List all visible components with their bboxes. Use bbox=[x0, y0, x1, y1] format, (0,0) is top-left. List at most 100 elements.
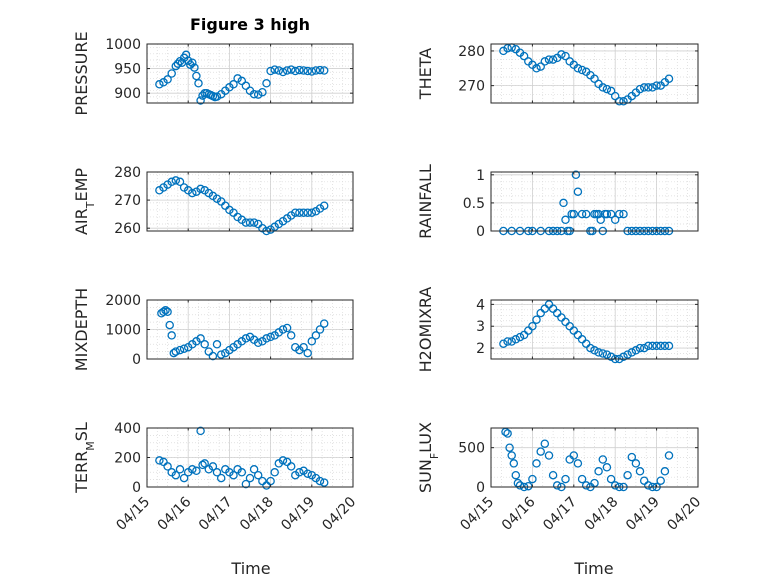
y-tick-label: 2000 bbox=[105, 293, 141, 309]
data-marker bbox=[635, 467, 645, 476]
data-marker bbox=[315, 204, 325, 213]
x-tick-label: 04/16 bbox=[155, 494, 195, 534]
data-marker bbox=[188, 465, 197, 474]
y-tick-label: 200 bbox=[114, 451, 141, 467]
data-marker bbox=[155, 80, 164, 89]
x-tick-label: 04/16 bbox=[499, 494, 539, 534]
y-axis-label: TERRMSL bbox=[72, 422, 97, 494]
data-marker bbox=[319, 478, 329, 487]
data-marker bbox=[192, 466, 201, 476]
data-marker bbox=[266, 66, 275, 76]
y-tick-label: 2 bbox=[476, 341, 485, 357]
chart-panel-rainfall: 0 0.5 1 RAINFALL bbox=[416, 164, 699, 240]
data-marker bbox=[175, 465, 185, 474]
data-marker bbox=[179, 473, 189, 483]
data-marker bbox=[196, 184, 205, 194]
data-marker bbox=[163, 307, 172, 317]
data-marker bbox=[171, 470, 181, 480]
data-marker bbox=[581, 339, 591, 348]
data-marker bbox=[532, 315, 541, 324]
y-tick-label: 1000 bbox=[105, 37, 141, 53]
data-marker bbox=[307, 67, 317, 76]
data-marker bbox=[311, 331, 321, 340]
data-marker bbox=[577, 474, 587, 484]
data-marker bbox=[656, 341, 665, 351]
y-axis-label: MIXDEPTH bbox=[72, 288, 91, 371]
data-marker bbox=[183, 56, 193, 65]
data-marker bbox=[548, 55, 558, 64]
chart-panel-mixdepth: 0 1000 2000 MIXDEPTH bbox=[72, 288, 354, 371]
data-marker bbox=[190, 63, 199, 72]
data-marker bbox=[507, 337, 516, 346]
data-marker bbox=[173, 59, 183, 68]
data-marker bbox=[299, 342, 308, 352]
data-marker bbox=[594, 209, 603, 219]
data-marker bbox=[196, 334, 205, 343]
axes-box bbox=[490, 427, 699, 488]
data-marker bbox=[606, 209, 616, 219]
data-marker bbox=[167, 177, 176, 187]
data-marker bbox=[503, 43, 512, 53]
plot-area bbox=[491, 300, 698, 359]
data-marker bbox=[573, 64, 583, 73]
data-marker bbox=[544, 451, 554, 460]
data-marker bbox=[229, 80, 238, 89]
data-marker bbox=[249, 89, 259, 99]
chart-panel-h2omixra: 2 3 4 H2OMIXRA bbox=[416, 287, 699, 373]
data-marker bbox=[536, 447, 545, 456]
y-tick-label: 1000 bbox=[105, 323, 141, 339]
data-marker bbox=[519, 51, 529, 61]
data-marker bbox=[627, 452, 637, 462]
y-axis-label: H2OMIXRA bbox=[416, 287, 435, 373]
data-marker bbox=[229, 470, 238, 480]
data-marker bbox=[594, 467, 603, 476]
data-marker bbox=[179, 344, 189, 353]
data-marker bbox=[295, 345, 304, 355]
y-tick-label: 0 bbox=[132, 480, 141, 496]
data-marker bbox=[196, 96, 205, 105]
data-marker bbox=[192, 71, 201, 81]
data-marker bbox=[262, 79, 271, 88]
plot-area bbox=[491, 172, 698, 231]
data-marker bbox=[274, 328, 284, 337]
data-marker bbox=[635, 84, 645, 94]
data-marker bbox=[233, 74, 242, 83]
data-marker bbox=[208, 462, 218, 471]
data-marker bbox=[282, 323, 292, 333]
data-marker bbox=[511, 470, 521, 480]
data-marker bbox=[590, 74, 599, 83]
x-tick-label: 04/15 bbox=[457, 494, 497, 534]
y-axis-label: THETA bbox=[416, 48, 435, 100]
data-marker bbox=[610, 91, 620, 101]
data-marker bbox=[571, 170, 581, 180]
data-marker bbox=[241, 81, 251, 91]
data-marker bbox=[188, 188, 197, 198]
data-marker bbox=[581, 209, 591, 219]
data-marker bbox=[200, 459, 209, 468]
data-marker bbox=[163, 462, 172, 471]
y-axis-label: SUNFLUX bbox=[416, 422, 441, 493]
chart-panel-sun-flux: 0 500 SUNFLUX 04/15 04/16 04/17 04/18 04/19 04/2… bbox=[416, 422, 704, 534]
plot-area bbox=[491, 428, 698, 487]
chart-panel-air-temp: 260 270 280 AIRTEMP bbox=[72, 165, 354, 237]
data-marker bbox=[602, 463, 612, 472]
data-marker bbox=[503, 429, 512, 438]
data-marker bbox=[249, 218, 259, 227]
data-marker bbox=[212, 92, 222, 101]
y-axis-label: RAINFALL bbox=[416, 164, 435, 239]
data-marker bbox=[648, 83, 657, 92]
data-marker bbox=[623, 350, 632, 359]
data-marker bbox=[212, 468, 222, 477]
y-tick-label: 950 bbox=[114, 62, 141, 78]
data-marker bbox=[602, 350, 612, 359]
data-marker bbox=[278, 456, 288, 465]
y-tick-label: 0 bbox=[476, 480, 485, 496]
data-marker bbox=[528, 321, 537, 331]
y-tick-label: 0 bbox=[476, 224, 485, 240]
data-marker bbox=[573, 187, 583, 196]
data-marker bbox=[519, 330, 529, 340]
data-marker bbox=[577, 209, 587, 219]
data-marker bbox=[307, 337, 317, 346]
data-marker bbox=[167, 331, 176, 340]
data-marker bbox=[610, 215, 620, 225]
